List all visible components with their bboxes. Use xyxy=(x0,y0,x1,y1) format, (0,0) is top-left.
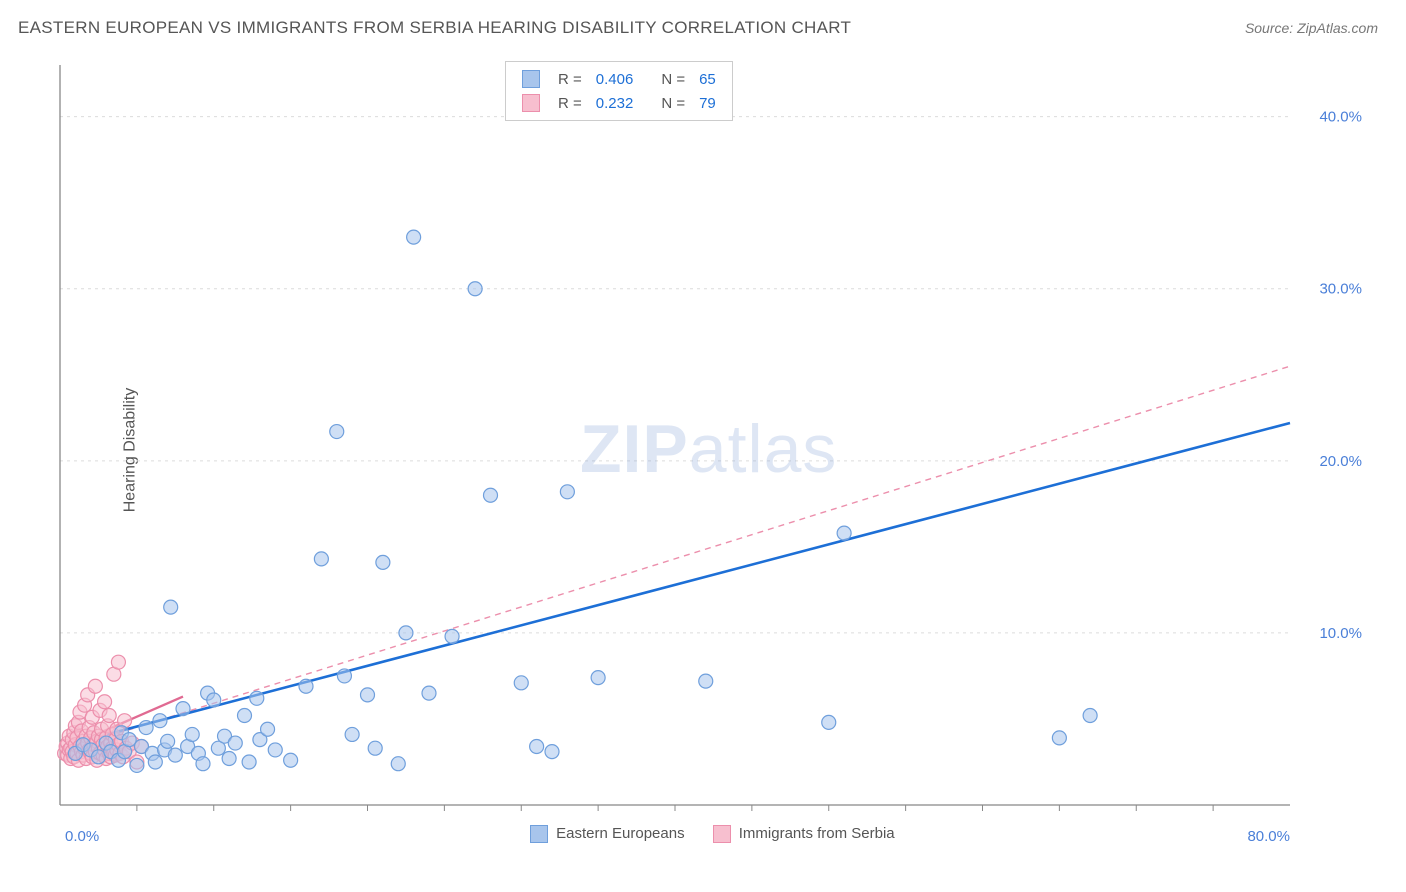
svg-text:30.0%: 30.0% xyxy=(1319,281,1362,298)
series-legend-swatch xyxy=(713,825,731,843)
svg-text:20.0%: 20.0% xyxy=(1319,453,1362,470)
series-legend-label: Immigrants from Serbia xyxy=(739,825,895,842)
svg-text:0.0%: 0.0% xyxy=(65,828,99,845)
legend-row-series-1: R = 0.232 N = 79 xyxy=(516,92,722,114)
svg-text:40.0%: 40.0% xyxy=(1319,109,1362,126)
legend-R-value-1: 0.232 xyxy=(590,92,640,114)
legend-row-series-0: R = 0.406 N = 65 xyxy=(516,68,722,90)
series-legend-swatch xyxy=(530,825,548,843)
correlation-legend-table: R = 0.406 N = 65 R = 0.232 N = 79 xyxy=(514,66,724,116)
scatter-plot-svg: 10.0% 20.0% 30.0% 40.0% 0.0% 80.0% xyxy=(50,55,1370,845)
legend-swatch-1 xyxy=(522,94,540,112)
series-legend-item: Eastern Europeans xyxy=(530,825,685,843)
chart-title: EASTERN EUROPEAN VS IMMIGRANTS FROM SERB… xyxy=(18,18,851,38)
series-legend-label: Eastern Europeans xyxy=(556,825,684,842)
legend-R-value-0: 0.406 xyxy=(590,68,640,90)
legend-N-label-0: N = xyxy=(655,68,691,90)
legend-N-value-0: 65 xyxy=(693,68,722,90)
series-legend: Eastern Europeans Immigrants from Serbia xyxy=(530,825,923,843)
legend-N-label-1: N = xyxy=(655,92,691,114)
plot-container: Hearing Disability 10.0%20.0%30.0%40.0%0… xyxy=(50,55,1370,845)
source-attribution: Source: ZipAtlas.com xyxy=(1245,20,1378,36)
svg-text:80.0%: 80.0% xyxy=(1247,828,1290,845)
series-legend-item: Immigrants from Serbia xyxy=(713,825,895,843)
legend-R-label-1: R = xyxy=(552,92,588,114)
legend-R-label-0: R = xyxy=(552,68,588,90)
svg-text:10.0%: 10.0% xyxy=(1319,625,1362,642)
legend-swatch-0 xyxy=(522,70,540,88)
correlation-legend: R = 0.406 N = 65 R = 0.232 N = 79 xyxy=(505,61,733,121)
legend-N-value-1: 79 xyxy=(693,92,722,114)
